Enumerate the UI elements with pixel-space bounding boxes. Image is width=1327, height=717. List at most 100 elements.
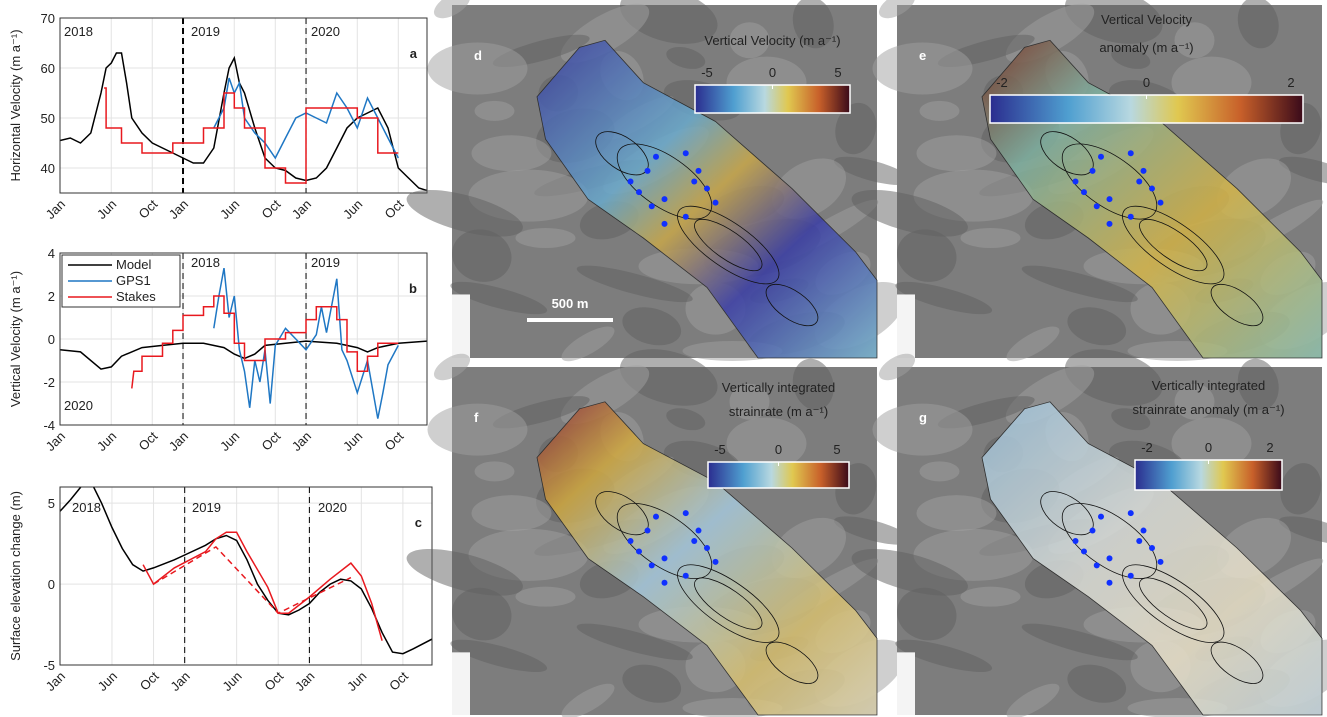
map-panel: d Vertical Velocity (m a⁻¹) -5 0 5 500 m	[406, 0, 912, 362]
scale-bar-label: 500 m	[552, 296, 589, 311]
terrain	[622, 307, 682, 346]
terrain	[452, 229, 512, 282]
series-line	[153, 545, 352, 615]
terrain	[576, 623, 693, 661]
colorbar-tick-label: 2	[1287, 75, 1294, 90]
year-label: 2018	[72, 500, 101, 515]
stake-point	[1136, 538, 1143, 544]
terrain	[1279, 156, 1327, 186]
stake-point	[1127, 213, 1134, 220]
stake-point	[661, 579, 668, 586]
colorbar-title: strainrate anomaly (m a⁻¹)	[1132, 402, 1284, 417]
terrain	[471, 135, 552, 172]
year-label: 2020	[64, 398, 93, 413]
terrain	[452, 587, 512, 641]
terrain	[406, 549, 523, 596]
year-label: 2019	[191, 24, 220, 39]
stake-point	[682, 510, 689, 517]
x-tick-label: Oct	[382, 428, 407, 453]
terrain	[1237, 0, 1279, 49]
stake-point	[1093, 562, 1100, 569]
terrain	[897, 229, 957, 282]
terrain	[1021, 265, 1138, 303]
y-tick-label: 40	[41, 161, 55, 176]
contour	[765, 283, 819, 327]
year-label: 2018	[64, 24, 93, 39]
contour	[694, 577, 763, 630]
terrain	[851, 189, 968, 237]
year-label: 2020	[311, 24, 340, 39]
stake-point	[1089, 527, 1096, 534]
terrain	[729, 383, 770, 420]
panel-letter: c	[415, 515, 422, 530]
colorbar-tick-label: 0	[1143, 75, 1150, 90]
panel-letter: b	[409, 281, 417, 296]
terrain	[1279, 516, 1327, 545]
stake-point	[661, 196, 668, 203]
y-axis-label: Surface elevation change (m)	[8, 491, 23, 661]
panel-letter: f	[474, 410, 479, 425]
x-tick-label: Jan	[167, 669, 192, 694]
colorbar	[989, 94, 1304, 124]
stake-point	[653, 513, 659, 520]
terrain	[406, 189, 523, 237]
legend-label: Model	[116, 257, 152, 272]
terrain	[834, 156, 912, 186]
y-tick-label: -4	[43, 418, 55, 433]
contour	[616, 143, 713, 220]
contour	[1139, 577, 1208, 630]
series-line	[213, 267, 399, 419]
snow	[897, 294, 915, 358]
colorbar-title: Vertically integrated	[1152, 378, 1265, 393]
terrain	[1174, 383, 1215, 420]
plot-area	[60, 18, 427, 193]
colorbar-title: Vertical Velocity	[1101, 12, 1193, 27]
stake-point	[1127, 510, 1134, 517]
colorbar	[694, 84, 851, 114]
series-line	[60, 340, 427, 370]
terrain	[1174, 22, 1215, 59]
map-panel: e Vertical Velocity anomaly (m a⁻¹) -2 0 2	[851, 0, 1327, 362]
x-tick-label: Jun	[94, 429, 119, 454]
stake-point	[1106, 579, 1113, 586]
stake-point	[1089, 167, 1096, 174]
stake-point	[695, 527, 702, 534]
stake-point	[682, 572, 689, 579]
terrain	[1111, 408, 1151, 431]
y-tick-label: 50	[41, 111, 55, 126]
terrain	[792, 0, 834, 49]
x-tick-label: Jun	[217, 429, 242, 454]
x-tick-label: Oct	[135, 196, 160, 221]
terrain	[851, 549, 968, 596]
stake-point	[712, 558, 719, 565]
stake-point	[661, 555, 668, 562]
stake-point	[636, 189, 642, 196]
x-tick-label: Jan	[289, 197, 314, 222]
y-tick-label: 70	[41, 11, 55, 26]
series-line	[142, 531, 383, 641]
terrain	[427, 403, 528, 456]
colorbar-tick-label: -5	[714, 442, 726, 457]
terrain	[1006, 326, 1060, 362]
terrain	[872, 42, 973, 95]
panel-letter: g	[919, 410, 927, 425]
terrain	[878, 0, 916, 19]
terrain	[666, 408, 706, 431]
terrain	[872, 403, 973, 456]
terrain	[1280, 463, 1322, 515]
contour	[1210, 283, 1264, 327]
stake-point	[695, 167, 702, 174]
x-tick-label: Jan	[292, 669, 317, 694]
terrain	[1067, 664, 1127, 703]
stake-point	[648, 203, 655, 210]
x-tick-label: Jun	[219, 669, 244, 694]
terrain	[433, 0, 471, 19]
terrain	[1006, 683, 1060, 717]
axes-box	[59, 252, 428, 426]
terrain	[450, 639, 548, 672]
x-tick-label: Oct	[135, 428, 160, 453]
stake-point	[682, 213, 689, 220]
snow	[452, 294, 470, 358]
